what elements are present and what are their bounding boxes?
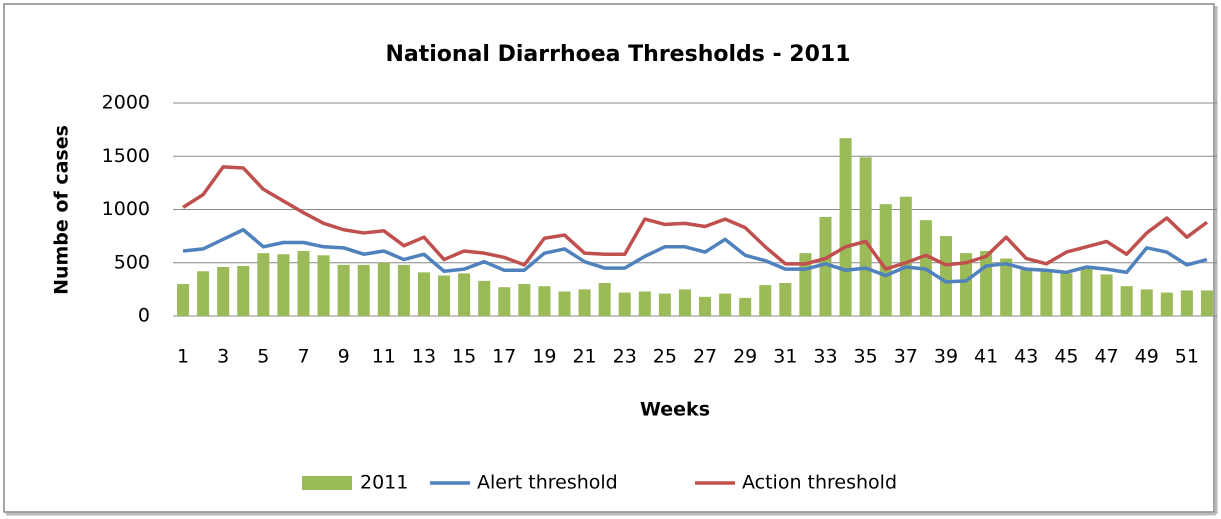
bar — [1080, 268, 1093, 316]
line-series — [182, 227, 1208, 284]
x-tick-label: 13 — [412, 346, 436, 368]
bar — [257, 253, 270, 316]
bar — [397, 264, 410, 316]
x-tick-label: 33 — [813, 346, 837, 368]
bar — [839, 138, 852, 316]
bar — [859, 157, 872, 316]
y-axis-title: Numbe of cases — [51, 125, 73, 295]
bar — [658, 293, 671, 316]
bar — [478, 280, 491, 316]
bar — [217, 267, 230, 316]
y-tick-label: 1500 — [102, 145, 150, 167]
line-series — [182, 165, 1209, 271]
bar — [779, 282, 792, 316]
x-tick-label: 3 — [217, 346, 229, 368]
bar — [759, 285, 772, 316]
bar — [498, 287, 511, 316]
x-tick-label: 1 — [177, 346, 189, 368]
x-tick-label: 7 — [297, 346, 309, 368]
x-tick-label: 31 — [773, 346, 797, 368]
bar — [980, 251, 993, 316]
bar — [1160, 292, 1173, 316]
bar — [1060, 273, 1073, 316]
x-tick-label: 43 — [1014, 346, 1038, 368]
x-tick-label: 45 — [1054, 346, 1078, 368]
bar — [598, 282, 611, 316]
x-tick-label: 39 — [934, 346, 958, 368]
bar — [1100, 274, 1113, 316]
bar — [1120, 286, 1133, 316]
x-tick-label: 5 — [257, 346, 269, 368]
bar — [377, 262, 390, 316]
legend-label: 2011 — [360, 472, 408, 494]
y-tick-label: 2000 — [102, 92, 150, 114]
bar — [879, 204, 892, 316]
x-tick-label: 27 — [693, 346, 717, 368]
bar — [939, 236, 952, 316]
bar — [438, 275, 451, 316]
x-tick-label: 17 — [492, 346, 516, 368]
bar — [638, 291, 651, 316]
bar — [177, 284, 190, 316]
bar — [618, 292, 631, 316]
bar — [1140, 289, 1153, 316]
legend-label: Alert threshold — [477, 472, 618, 494]
x-tick-label: 51 — [1175, 346, 1199, 368]
bar — [518, 284, 531, 316]
chart-title: National Diarrhoea Thresholds - 2011 — [385, 42, 850, 67]
bar — [699, 296, 712, 316]
bar — [739, 297, 752, 316]
bar — [237, 265, 250, 316]
bar — [458, 273, 471, 316]
bar — [819, 216, 832, 316]
bar — [1200, 290, 1213, 316]
bar — [899, 196, 912, 316]
x-tick-label: 19 — [532, 346, 556, 368]
x-tick-label: 29 — [733, 346, 757, 368]
bar — [357, 264, 370, 316]
bar — [1180, 290, 1193, 316]
y-tick-label: 500 — [114, 251, 150, 273]
x-tick-label: 37 — [894, 346, 918, 368]
x-tick-label: 49 — [1135, 346, 1159, 368]
bar — [678, 289, 691, 316]
legend-swatch — [302, 476, 352, 490]
x-axis-title: Weeks — [640, 399, 710, 421]
bar — [960, 253, 973, 316]
chart-frame — [3, 3, 1215, 513]
bar — [297, 251, 310, 316]
y-tick-label: 0 — [138, 305, 150, 327]
x-tick-label: 23 — [613, 346, 637, 368]
x-tick-label: 47 — [1094, 346, 1118, 368]
x-tick-label: 21 — [572, 346, 596, 368]
bar — [578, 289, 591, 316]
bar — [317, 255, 330, 316]
x-tick-label: 35 — [854, 346, 878, 368]
legend-label: Action threshold — [742, 472, 897, 494]
bar — [197, 271, 210, 316]
bar — [538, 286, 551, 316]
bar — [337, 264, 350, 316]
y-tick-label: 1000 — [102, 198, 150, 220]
bar — [1020, 268, 1033, 316]
bar — [1040, 270, 1053, 316]
x-tick-label: 9 — [338, 346, 350, 368]
bar — [417, 272, 430, 316]
bar — [719, 293, 732, 316]
bar — [558, 291, 571, 316]
x-tick-label: 11 — [372, 346, 396, 368]
x-tick-label: 41 — [974, 346, 998, 368]
x-tick-label: 15 — [452, 346, 476, 368]
x-tick-label: 25 — [653, 346, 677, 368]
bar — [277, 254, 290, 316]
bar — [1000, 258, 1013, 316]
